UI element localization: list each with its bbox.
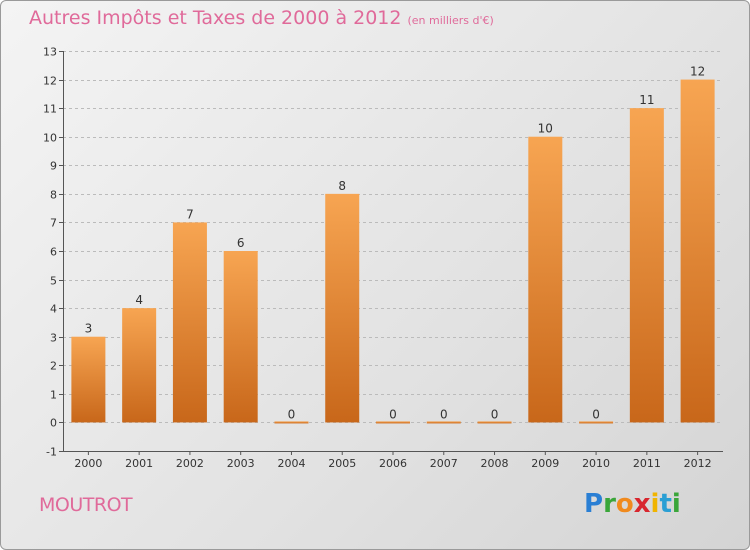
- bar: [426, 421, 461, 424]
- x-tick-label: 2010: [582, 457, 610, 470]
- chart-title-text: Autres Impôts et Taxes de 2000 à 2012: [29, 7, 402, 29]
- data-label: 10: [538, 122, 553, 136]
- data-label: 0: [288, 407, 296, 421]
- logo-letter: r: [603, 489, 616, 519]
- y-tick-label: 6: [50, 246, 57, 259]
- y-tick-label: 0: [50, 417, 57, 430]
- x-tick-label: 2006: [379, 457, 407, 470]
- data-label: 12: [690, 65, 705, 79]
- x-tick-label: 2002: [176, 457, 204, 470]
- data-label: 0: [592, 407, 600, 421]
- x-tick-label: 2009: [531, 457, 559, 470]
- x-tick-label: 2012: [684, 457, 712, 470]
- y-tick-label: 3: [50, 332, 57, 345]
- bar: [477, 421, 512, 424]
- logo-letter: t: [659, 489, 672, 519]
- y-tick-label: 1: [50, 389, 57, 402]
- bar: [528, 136, 563, 423]
- logo-letter: x: [633, 489, 651, 519]
- bar: [579, 421, 614, 424]
- x-tick-labels: 2000 2001 2002 2003 2004 2005 2006 2007 2008 2009…: [74, 457, 711, 470]
- y-tick-label: 12: [43, 75, 57, 88]
- chart-title: Autres Impôts et Taxes de 2000 à 2012 (en…: [29, 7, 494, 29]
- logo-letter: P: [584, 489, 604, 519]
- bar: [376, 421, 410, 424]
- y-tick-label: 9: [50, 160, 57, 173]
- logo-letter: o: [615, 489, 634, 519]
- data-labels: 3 4 7 6 0 8 0 0 0 10 0 11 12: [85, 65, 706, 422]
- grid-lines: [63, 51, 723, 452]
- bar: [223, 251, 258, 423]
- y-tick-label: 10: [43, 132, 57, 145]
- y-tick-label: 4: [50, 303, 57, 316]
- y-tick-label: 7: [50, 217, 57, 230]
- data-label: 0: [491, 407, 499, 421]
- x-tick-label: 2000: [74, 457, 102, 470]
- y-tick-label: 5: [50, 275, 57, 288]
- bar: [274, 421, 309, 424]
- x-tick-label: 2001: [125, 457, 153, 470]
- commune-name: MOUTROT: [39, 494, 133, 516]
- bar: [680, 79, 715, 423]
- x-tick-label: 2011: [633, 457, 661, 470]
- chart-subtitle: (en milliers d'€): [407, 14, 494, 27]
- x-tick-label: 2004: [277, 457, 305, 470]
- bar: [71, 336, 106, 423]
- x-tick-label: 2003: [227, 457, 255, 470]
- proxiti-logo: Proxiti: [584, 489, 681, 519]
- data-label: 3: [85, 322, 93, 336]
- data-label: 6: [237, 236, 245, 250]
- y-tick-label: 8: [50, 189, 57, 202]
- axes: [59, 51, 723, 455]
- data-label: 8: [338, 179, 346, 193]
- data-label: 11: [639, 93, 654, 107]
- bar: [629, 108, 664, 423]
- logo-letter: i: [671, 489, 681, 519]
- data-label: 0: [389, 407, 397, 421]
- bar: [172, 222, 207, 423]
- y-tick-label: 13: [43, 46, 57, 59]
- x-tick-label: 2007: [430, 457, 458, 470]
- y-tick-label: 2: [50, 360, 57, 373]
- x-tick-label: 2005: [328, 457, 356, 470]
- bars: [71, 79, 715, 424]
- bar: [122, 308, 157, 423]
- x-tick-label: 2008: [481, 457, 509, 470]
- bar: [325, 193, 360, 423]
- y-tick-label: -1: [46, 446, 57, 459]
- logo-letter: i: [650, 489, 660, 519]
- data-label: 4: [135, 293, 143, 307]
- data-label: 0: [440, 407, 448, 421]
- data-label: 7: [186, 207, 194, 221]
- y-tick-label: 11: [43, 103, 57, 116]
